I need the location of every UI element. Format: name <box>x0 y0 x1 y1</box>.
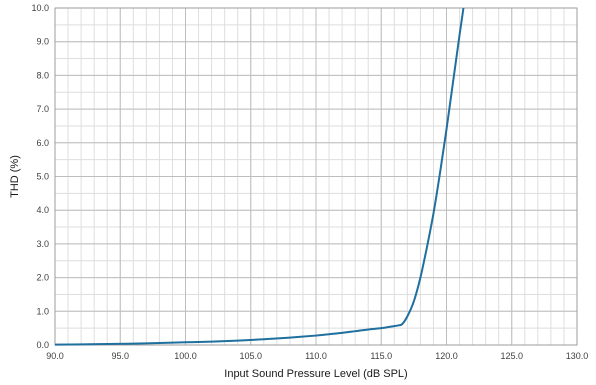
y-axis-ticks: 0.0 1.0 2.0 3.0 4.0 5.0 6.0 7.0 8.0 9.0 10.0 <box>31 3 49 350</box>
x-tick-label: 130.0 <box>566 351 589 361</box>
y-tick-label: 9.0 <box>36 37 49 47</box>
y-tick-label: 6.0 <box>36 138 49 148</box>
x-tick-label: 95.0 <box>111 351 129 361</box>
y-tick-label: 1.0 <box>36 306 49 316</box>
x-tick-label: 100.0 <box>174 351 197 361</box>
y-tick-label: 2.0 <box>36 273 49 283</box>
y-tick-label: 4.0 <box>36 205 49 215</box>
x-axis-title: Input Sound Pressure Level (dB SPL) <box>224 368 407 380</box>
x-axis-ticks: 90.0 95.0 100.0 105.0 110.0 115.0 120.0 125.0 13… <box>46 351 588 361</box>
y-tick-label: 3.0 <box>36 239 49 249</box>
x-tick-label: 125.0 <box>500 351 523 361</box>
y-tick-label: 7.0 <box>36 104 49 114</box>
y-tick-label: 8.0 <box>36 70 49 80</box>
y-axis-title: THD (%) <box>9 155 21 198</box>
x-tick-label: 110.0 <box>305 351 327 361</box>
y-tick-label: 0.0 <box>36 340 49 350</box>
x-tick-label: 105.0 <box>239 351 262 361</box>
y-tick-label: 10.0 <box>31 3 49 13</box>
x-tick-label: 90.0 <box>46 351 64 361</box>
y-tick-label: 5.0 <box>36 172 49 182</box>
thd-series-line <box>54 7 465 346</box>
x-tick-label: 120.0 <box>435 351 458 361</box>
x-tick-label: 115.0 <box>370 351 392 361</box>
plot-area <box>54 7 578 346</box>
